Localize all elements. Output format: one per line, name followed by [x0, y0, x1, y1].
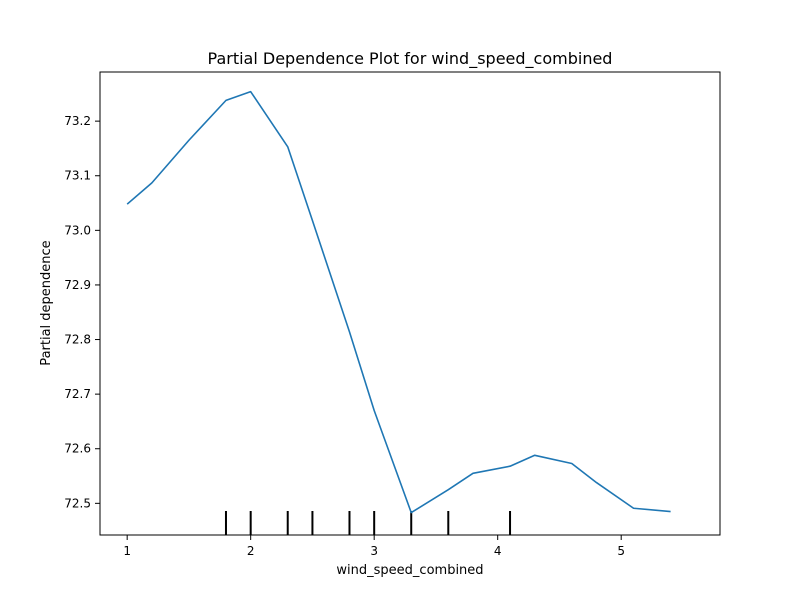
data-point-0-13	[534, 454, 536, 456]
x-tick-label-2: 3	[370, 544, 378, 558]
y-tick-label-4: 72.9	[64, 278, 91, 292]
data-point-0-14	[571, 463, 573, 465]
y-tick-label-6: 73.1	[64, 169, 91, 183]
y-tick-label-1: 72.6	[64, 442, 91, 456]
data-point-0-11	[472, 473, 474, 475]
data-point-0-3	[225, 100, 227, 102]
x-tick-label-3: 4	[494, 544, 502, 558]
data-point-0-9	[410, 512, 412, 514]
y-axis: 72.5 72.6 72.7 72.8 72.9 73.0 73.1 73.2	[64, 114, 100, 510]
data-point-0-8	[373, 410, 375, 412]
chart-title: Partial Dependence Plot for wind_speed_c…	[208, 49, 613, 69]
data-point-0-7	[349, 331, 351, 333]
plot-frame	[99, 71, 721, 536]
y-tick-label-0: 72.5	[64, 496, 91, 510]
x-axis-label: wind_speed_combined	[336, 563, 483, 578]
y-tick-label-5: 73.0	[64, 223, 91, 237]
y-tick-label-7: 73.2	[64, 114, 91, 128]
data-point-0-0	[126, 203, 128, 205]
x-tick-label-1: 2	[247, 544, 255, 558]
data-point-0-17	[670, 511, 672, 513]
x-tick-label-0: 1	[123, 544, 131, 558]
data-point-0-10	[447, 489, 449, 491]
y-tick-label-3: 72.8	[64, 333, 91, 347]
data-point-0-5	[287, 146, 289, 148]
data-point-0-6	[312, 220, 314, 222]
series-line-0	[126, 90, 671, 514]
plot-area	[99, 71, 721, 536]
y-axis-label: Partial dependence	[39, 240, 54, 365]
data-point-0-1	[151, 182, 153, 184]
data-point-0-2	[188, 139, 190, 141]
series-layer	[126, 90, 672, 514]
data-point-0-12	[509, 465, 511, 467]
y-tick-label-2: 72.7	[64, 387, 91, 401]
data-point-0-16	[633, 507, 635, 509]
data-point-0-15	[596, 482, 598, 484]
x-tick-label-4: 5	[617, 544, 625, 558]
data-point-0-4	[250, 91, 252, 93]
x-axis: 1 2 3 4 5	[123, 535, 625, 558]
rug-marks	[224, 511, 512, 535]
